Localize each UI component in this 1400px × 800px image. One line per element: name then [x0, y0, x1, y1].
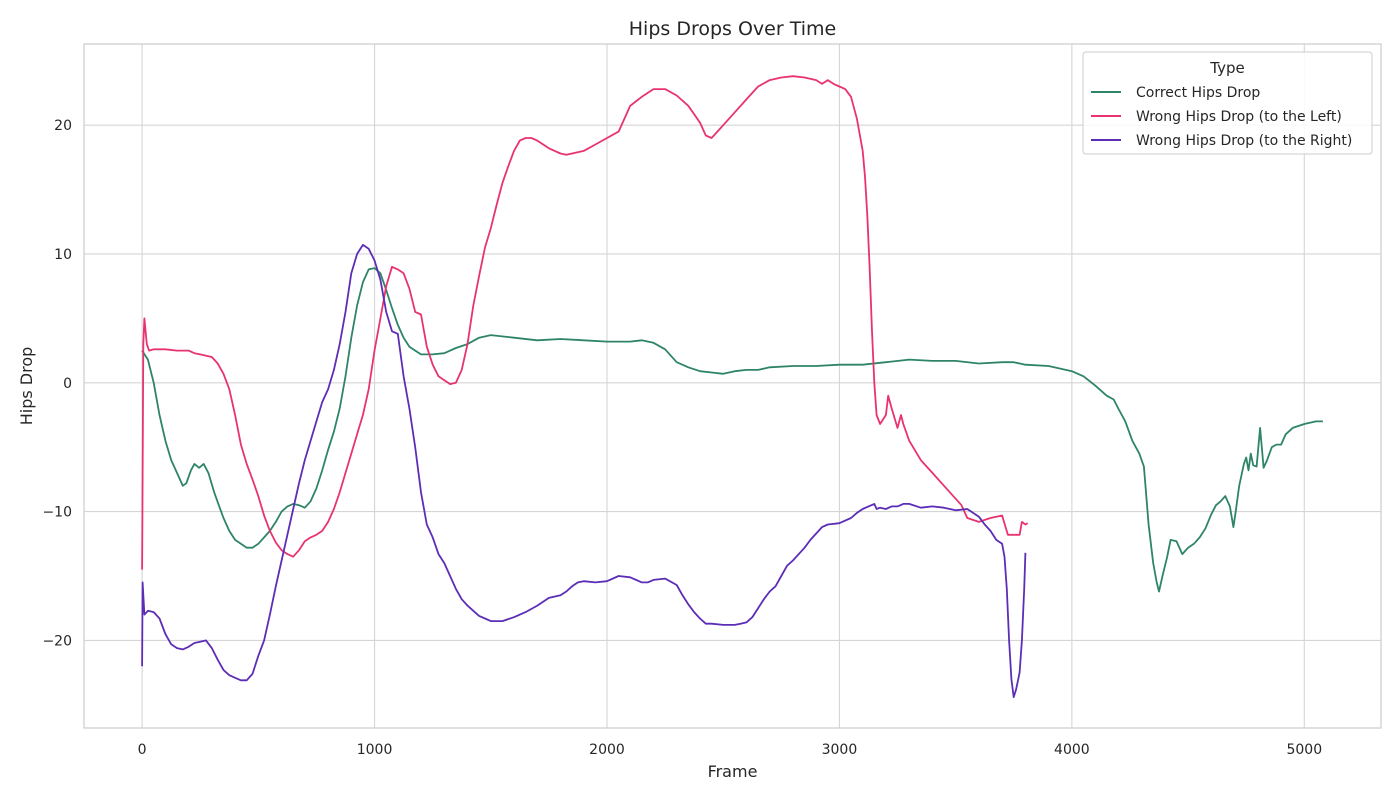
y-tick-label: 10	[54, 247, 72, 263]
series-line-1	[141, 267, 1323, 593]
x-tick-label: 5000	[1286, 742, 1322, 758]
x-tick-label: 1000	[357, 742, 393, 758]
x-axis-label: Frame	[708, 762, 758, 781]
x-tick-label: 2000	[589, 742, 625, 758]
series-line-3	[141, 244, 1027, 698]
x-tick-label: 4000	[1054, 742, 1090, 758]
legend-label: Correct Hips Drop	[1136, 85, 1260, 101]
y-tick-label: −20	[42, 633, 72, 649]
grid	[84, 44, 1381, 728]
x-tick-label: 0	[138, 742, 147, 758]
y-tick-label: −10	[42, 505, 72, 521]
legend-box	[1082, 51, 1373, 155]
legend: Type Correct Hips Drop Wrong Hips Drop (t…	[1082, 51, 1373, 155]
plot-frame	[83, 43, 1382, 729]
legend-label: Wrong Hips Drop (to the Right)	[1136, 133, 1352, 149]
y-tick-label: 20	[54, 118, 72, 134]
legend-title: Type	[1209, 59, 1244, 77]
series-line-2	[141, 75, 1029, 570]
tick-labels: 0 1000 2000 3000 4000 5000 −20 −10 0 10 20	[42, 118, 1322, 758]
y-tick-label: 0	[63, 376, 72, 392]
series-lines	[141, 75, 1323, 698]
x-tick-label: 3000	[822, 742, 858, 758]
chart-title: Hips Drops Over Time	[629, 18, 836, 40]
legend-label: Wrong Hips Drop (to the Left)	[1136, 109, 1342, 125]
y-axis-label: Hips Drop	[17, 347, 36, 426]
